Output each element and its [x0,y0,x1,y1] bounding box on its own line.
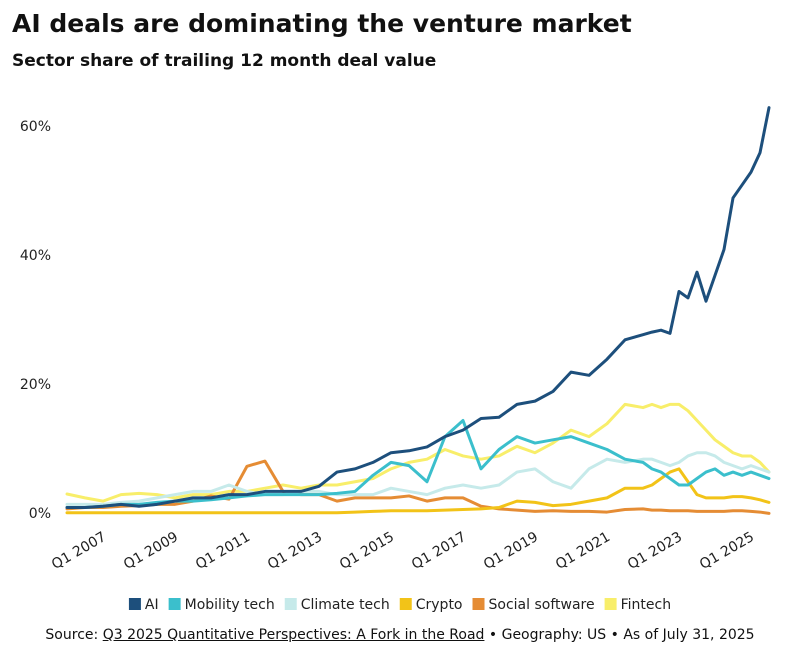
series-line [65,402,771,503]
legend-label: Crypto [416,597,463,613]
legend-swatch [399,598,412,610]
series-line [65,106,771,510]
x-tick-label: Q1 2017 [409,529,469,573]
x-tick-label: Q1 2021 [553,529,613,573]
series-line [65,418,771,510]
x-tick-label: Q1 2013 [265,529,325,573]
y-tick-label: 0% [29,506,51,522]
legend-label: Social software [489,597,595,613]
chart-subtitle: Sector share of trailing 12 month deal v… [12,51,436,71]
x-tick-label: Q1 2015 [337,529,397,573]
legend-label: Mobility tech [185,597,275,613]
legend-label: Climate tech [301,597,390,613]
legend-swatch [472,598,485,610]
source-details: • Geography: US • As of July 31, 2025 [488,627,755,643]
series-line [65,459,771,515]
x-tick-label: Q1 2009 [121,529,181,573]
source-note: Source: Q3 2025 Quantitative Perspective… [0,627,800,643]
x-tick-label: Q1 2023 [625,529,685,573]
x-tick-label: Q1 2011 [193,529,253,573]
y-tick-label: 60% [20,119,51,135]
legend-swatch [604,598,617,610]
x-tick-label: Q1 2019 [481,529,541,573]
series-line [65,467,771,515]
x-tick-label: Q1 2025 [697,529,757,573]
legend-swatch [128,598,141,610]
chart-title: AI deals are dominating the venture mark… [12,9,632,38]
legend: AI Mobility tech Climate tech Crypto Social … [128,597,671,613]
legend-swatch [284,598,297,610]
legend-label: Fintech [621,597,671,613]
y-tick-label: 40% [20,248,51,264]
series-line [65,451,771,506]
x-tick-label: Q1 2007 [49,529,109,573]
legend-swatch [168,598,181,610]
legend-label: AI [145,597,159,613]
source-label: Source: [45,627,99,643]
y-tick-label: 20% [20,377,51,393]
source-link[interactable]: Q3 2025 Quantitative Perspectives: A For… [102,627,485,643]
